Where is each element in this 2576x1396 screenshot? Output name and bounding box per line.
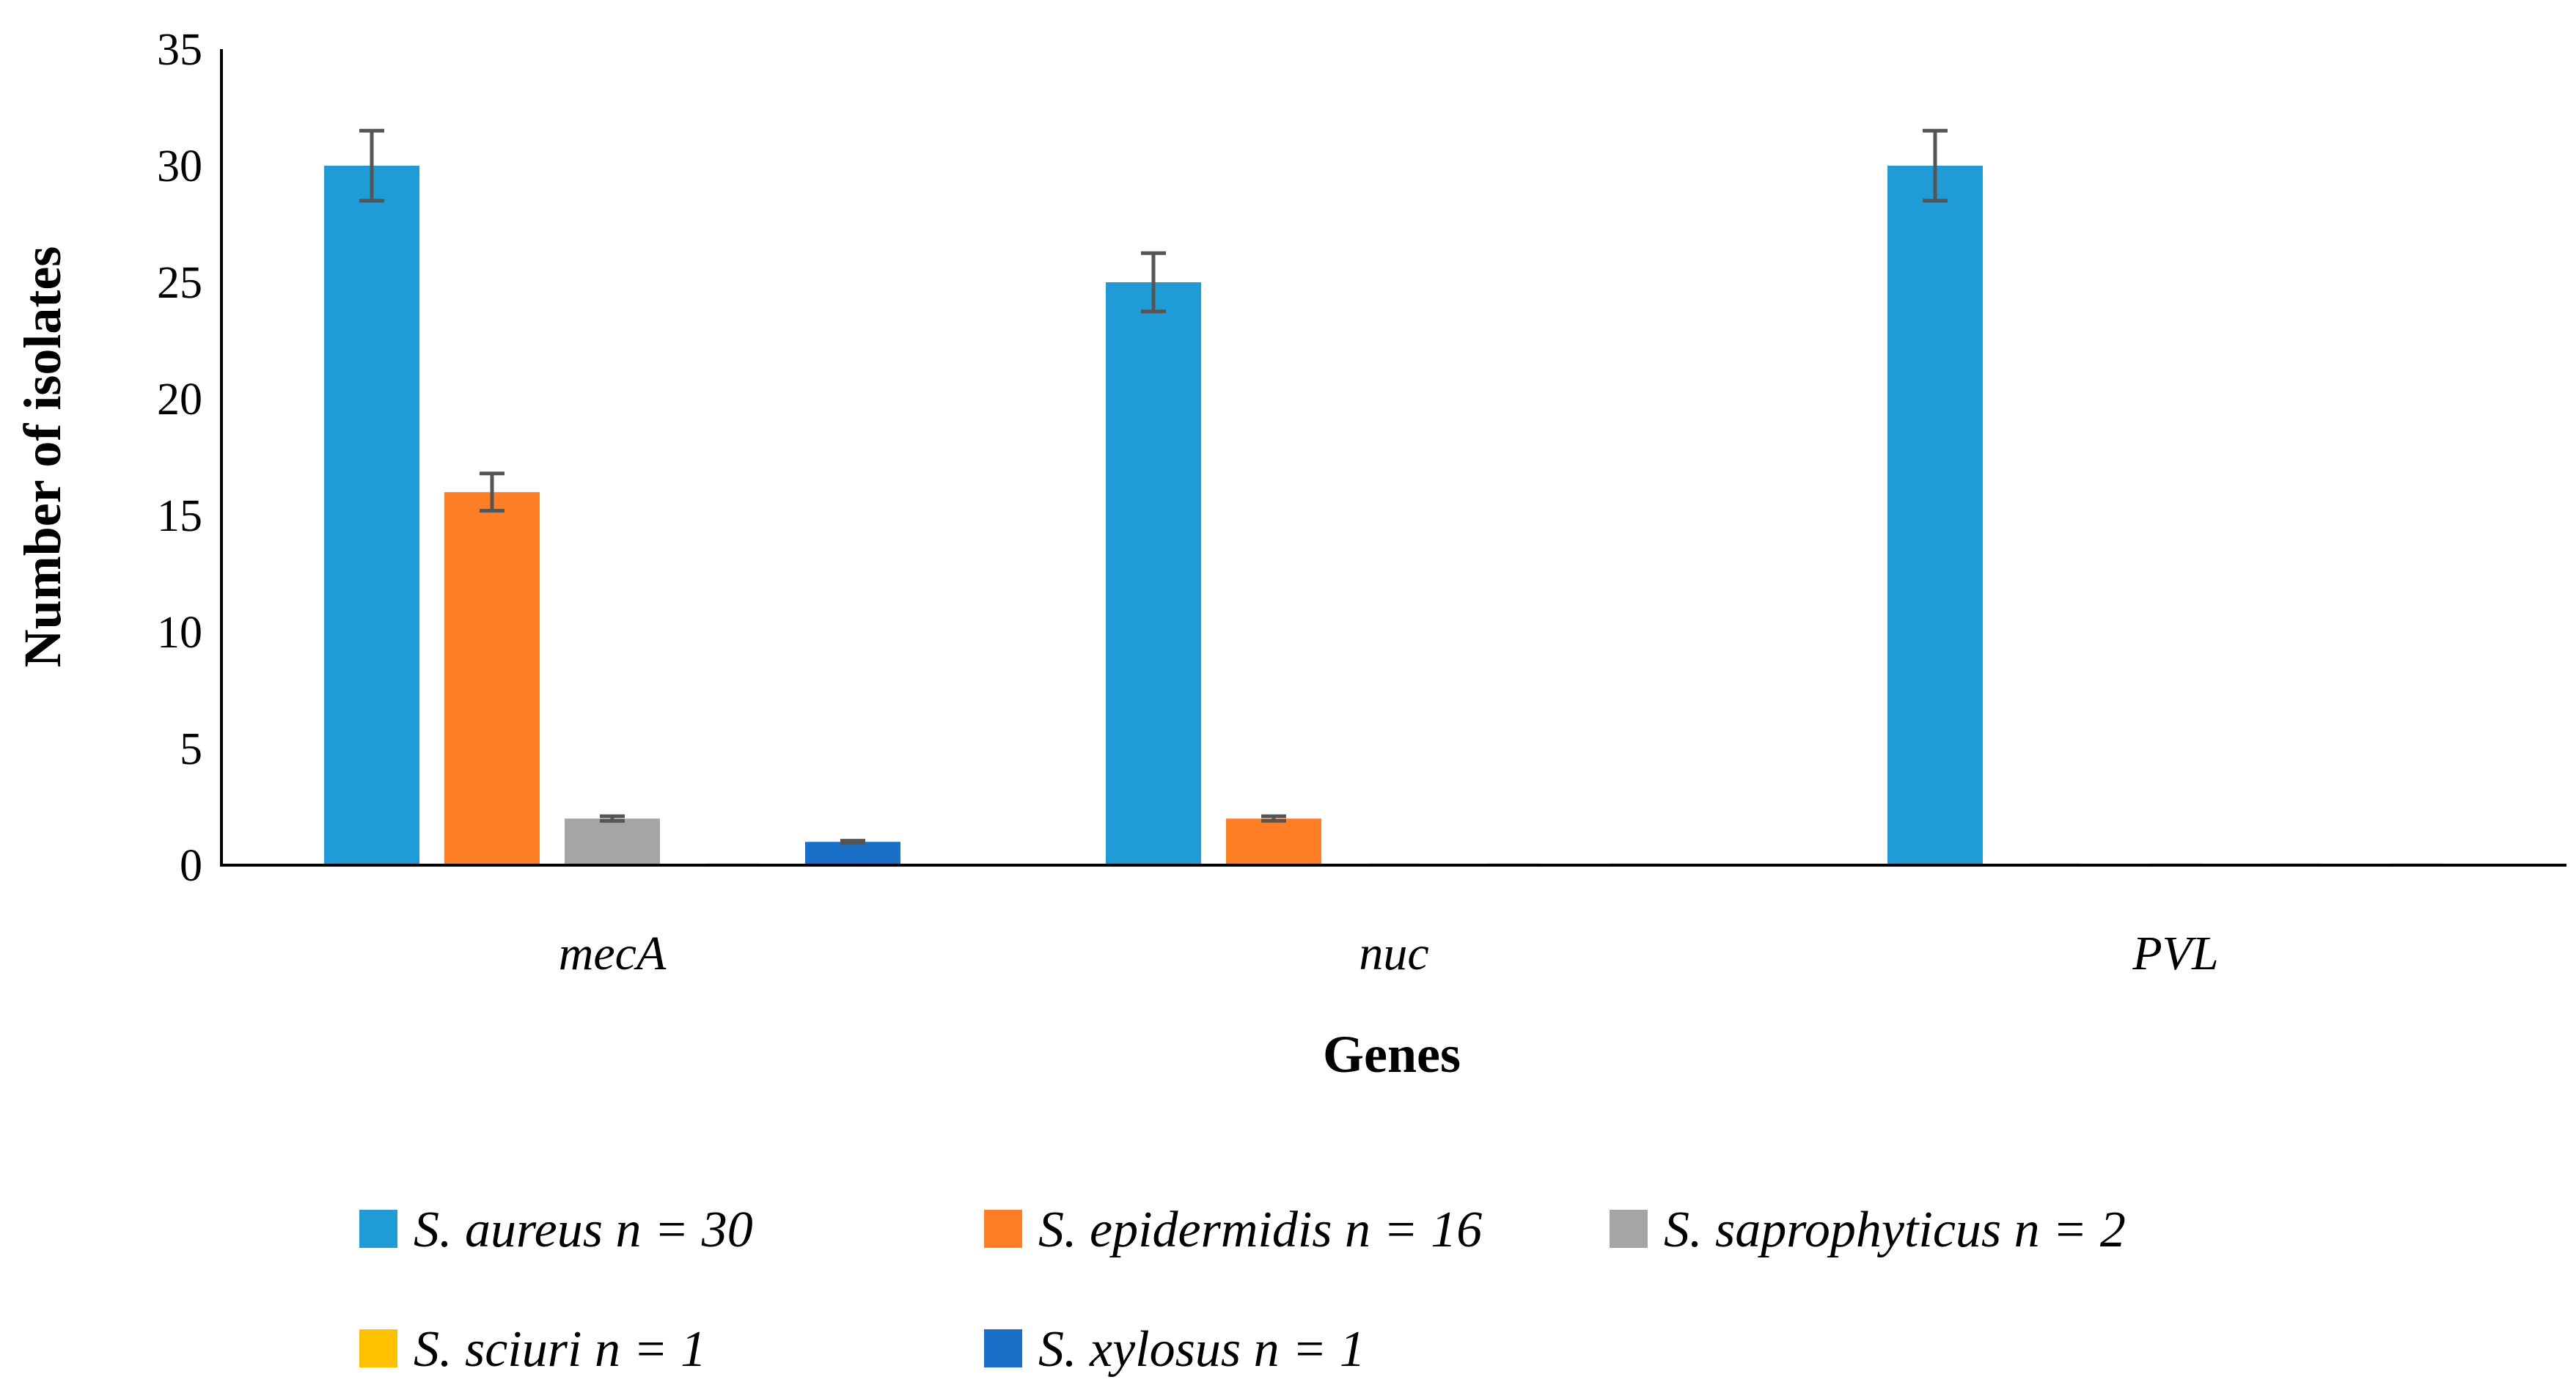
bar-nuc-series-2 [1226, 818, 1321, 865]
error-bar-PVL-series-1 [1923, 128, 1948, 203]
y-tick-label: 5 [180, 724, 202, 774]
y-tick-label: 30 [157, 142, 202, 191]
legend: S. aureus n = 30 S. epidermidis n = 16 S. … [359, 1202, 2126, 1378]
legend-item: S. saprophyticus n = 2 [1610, 1202, 2126, 1258]
bar-mecA-series-3 [565, 818, 660, 865]
legend-swatch [359, 1329, 397, 1367]
legend-label: S. saprophyticus n = 2 [1664, 1202, 2126, 1258]
y-tick-label: 10 [157, 608, 202, 658]
bar-mecA-series-1 [324, 166, 419, 865]
x-category-labels: mecA nuc PVL [559, 927, 2219, 980]
legend-swatch [359, 1210, 397, 1248]
bar-nuc-series-1 [1106, 282, 1201, 865]
legend-swatch [984, 1210, 1022, 1248]
y-tick-label: 35 [157, 25, 202, 75]
legend-label: S. xylosus n = 1 [1038, 1321, 1365, 1378]
legend-item: S. aureus n = 30 [359, 1202, 753, 1258]
y-axis-title: Number of isolates [13, 246, 72, 668]
x-category-label: mecA [559, 927, 667, 980]
legend-swatch [1610, 1210, 1648, 1248]
error-bar-mecA-series-1 [359, 128, 384, 203]
x-category-label: nuc [1359, 927, 1428, 980]
y-tick-label: 0 [180, 841, 202, 891]
error-bar-nuc-series-1 [1141, 251, 1166, 314]
bar-PVL-series-1 [1887, 166, 1983, 865]
error-bar-mecA-series-3 [600, 814, 625, 823]
legend-label: S. aureus n = 30 [414, 1202, 753, 1258]
x-category-label: PVL [2132, 927, 2218, 980]
legend-swatch [984, 1329, 1022, 1367]
legend-item: S. sciuri n = 1 [359, 1321, 706, 1378]
legend-item: S. epidermidis n = 16 [984, 1202, 1482, 1258]
error-bar-mecA-series-2 [480, 471, 504, 513]
y-tick-label: 20 [157, 375, 202, 425]
y-tick-label: 15 [157, 491, 202, 541]
legend-label: S. sciuri n = 1 [414, 1321, 706, 1378]
legend-item: S. xylosus n = 1 [984, 1321, 1365, 1378]
x-axis-title: Genes [1323, 1025, 1461, 1084]
y-tick-labels: 0 5 10 15 20 25 30 35 [157, 25, 202, 891]
bar-mecA-series-2 [444, 492, 540, 865]
y-tick-label: 25 [157, 258, 202, 308]
error-bars-layer [359, 128, 1948, 845]
legend-label: S. epidermidis n = 16 [1038, 1202, 1482, 1258]
error-bar-mecA-series-5 [840, 839, 865, 845]
bar-mecA-series-5 [805, 842, 900, 865]
error-bar-nuc-series-2 [1261, 814, 1286, 823]
bars-layer [324, 166, 2442, 866]
